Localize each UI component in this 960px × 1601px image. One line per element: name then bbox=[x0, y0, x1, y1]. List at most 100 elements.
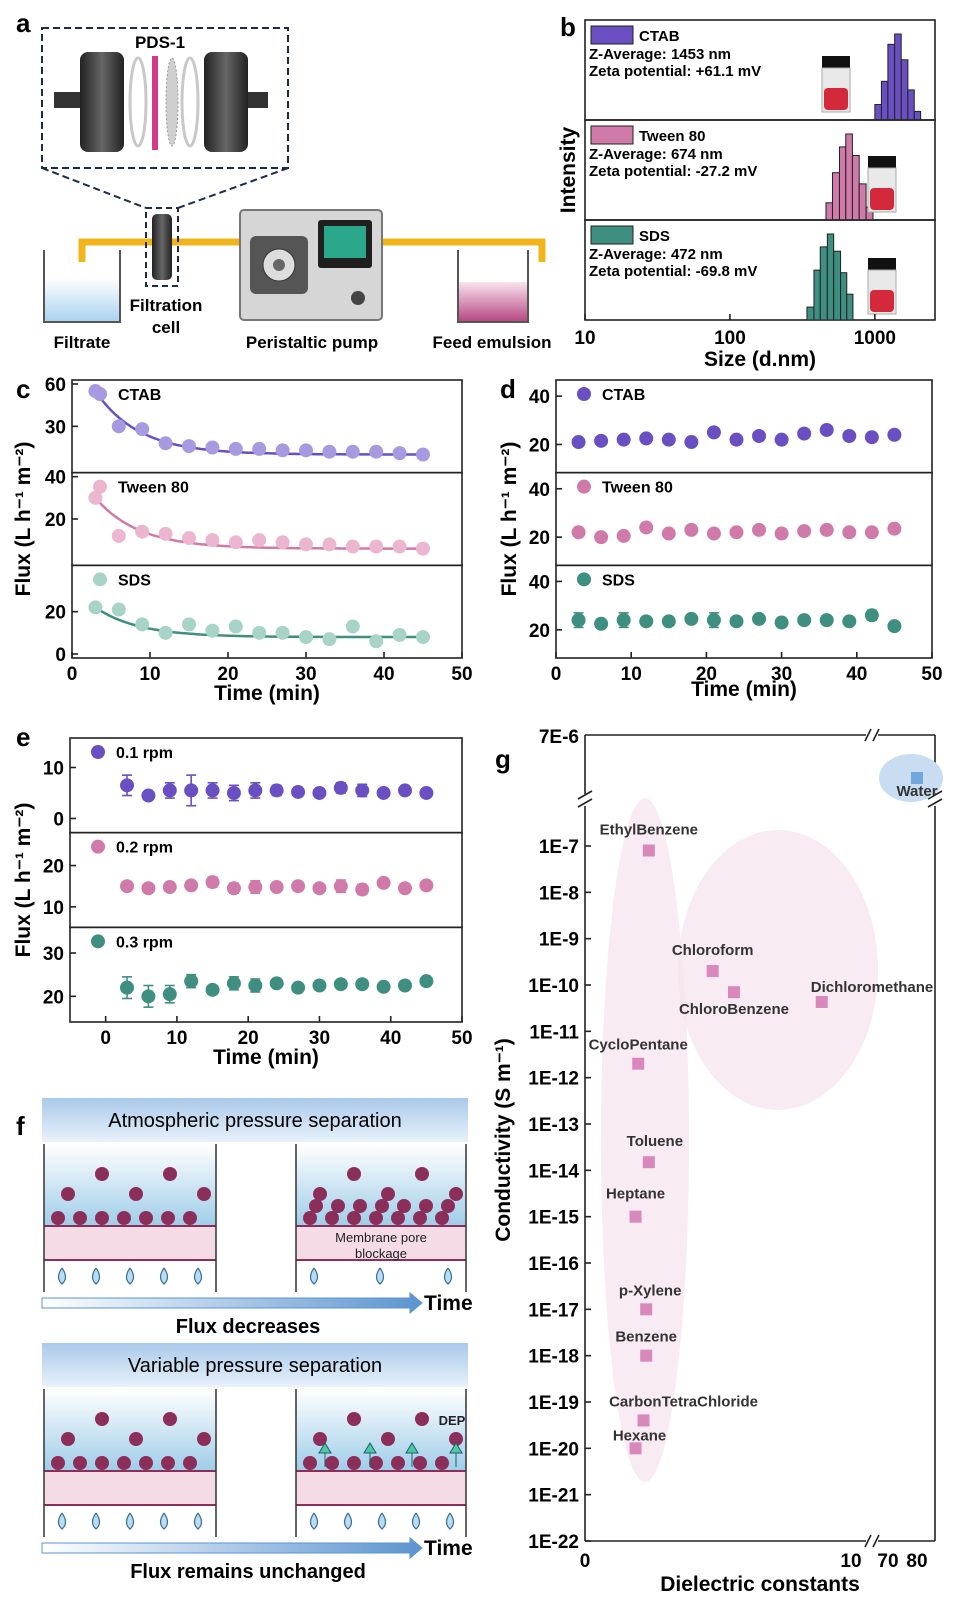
data-point bbox=[135, 422, 150, 437]
oil-droplet bbox=[183, 1211, 197, 1225]
oil-droplet bbox=[61, 1432, 75, 1446]
data-point bbox=[182, 617, 196, 632]
time-arrow bbox=[41, 1291, 423, 1315]
pds-1-membrane bbox=[152, 56, 158, 150]
y-tick-label: 1E-17 bbox=[528, 1300, 579, 1321]
data-point bbox=[416, 541, 430, 556]
point-label: Water bbox=[896, 783, 937, 800]
membrane bbox=[44, 1471, 216, 1505]
oil-droplet bbox=[73, 1456, 87, 1470]
y-tick-label: 20 bbox=[529, 528, 550, 549]
separation-schematic: Atmospheric pressure separation Membrane … bbox=[41, 1098, 473, 1583]
data-point bbox=[184, 783, 199, 798]
x-tick-label: 40 bbox=[846, 664, 867, 685]
y-axis-title: Flux (L h⁻¹ m⁻²) bbox=[12, 442, 35, 597]
zoom-line-left bbox=[41, 167, 147, 209]
data-point bbox=[184, 974, 199, 989]
data-point bbox=[135, 617, 150, 632]
oil-droplet bbox=[183, 1456, 197, 1470]
data-point bbox=[639, 614, 654, 629]
z-average-label: Z-Average: 674 nm bbox=[589, 146, 723, 163]
data-point bbox=[205, 623, 220, 638]
point-label: Toluene bbox=[627, 1133, 683, 1150]
oil-droplet bbox=[95, 1412, 109, 1426]
y-tick-label: 1E-19 bbox=[528, 1393, 579, 1414]
legend-label: Tween 80 bbox=[602, 480, 673, 497]
y-tick-label: 10 bbox=[43, 758, 64, 779]
histogram-bar bbox=[900, 59, 909, 121]
data-point bbox=[369, 444, 384, 459]
data-point bbox=[639, 520, 654, 535]
histogram-bar bbox=[831, 172, 840, 221]
panel-letter-g: g bbox=[495, 744, 511, 774]
x-tick-label: 70 bbox=[877, 1551, 898, 1572]
x-tick-label: 50 bbox=[451, 664, 472, 685]
water-drop bbox=[91, 1512, 101, 1530]
polar-group-region bbox=[678, 830, 878, 1110]
data-point bbox=[345, 619, 360, 634]
x-tick-label: 50 bbox=[451, 1028, 472, 1049]
point-label: Dichloromethane bbox=[811, 979, 934, 996]
oil-droplet bbox=[415, 1167, 429, 1181]
data-point bbox=[269, 976, 284, 991]
filtration-cell-label: Filtration cell bbox=[130, 296, 203, 337]
x-axis-title: Time (min) bbox=[214, 682, 320, 705]
panel-letter-e: e bbox=[16, 722, 30, 752]
data-point bbox=[416, 630, 430, 645]
data-point bbox=[616, 432, 631, 447]
data-point bbox=[729, 614, 744, 629]
legend-marker bbox=[93, 572, 107, 587]
water-drop bbox=[159, 1267, 169, 1285]
data-point bbox=[322, 537, 337, 552]
oil-droplet bbox=[95, 1211, 109, 1225]
data-point bbox=[111, 528, 126, 543]
data-point bbox=[135, 524, 150, 539]
y-axis-title: Conductivity (S m⁻¹) bbox=[492, 1038, 515, 1242]
y-tick-label: 1E-20 bbox=[528, 1439, 579, 1460]
data-point bbox=[162, 987, 177, 1002]
y-tick-label: 1E-8 bbox=[539, 883, 579, 904]
data-point bbox=[684, 435, 699, 450]
data-point bbox=[88, 490, 103, 505]
y-tick-label: 60 bbox=[45, 375, 66, 396]
data-point bbox=[729, 525, 744, 540]
data-point bbox=[141, 881, 156, 896]
data-point bbox=[661, 432, 676, 447]
y-tick-label: 20 bbox=[529, 435, 550, 456]
dep-arrow bbox=[318, 1442, 332, 1467]
oil-droplet bbox=[375, 1199, 389, 1213]
data-point bbox=[369, 634, 384, 649]
point-label: Chloroform bbox=[672, 942, 754, 959]
x-axis-title: Size (d.nm) bbox=[704, 348, 816, 371]
data-point bbox=[291, 879, 306, 894]
histogram-bar bbox=[851, 155, 860, 221]
y-axis-title: Flux (L h⁻¹ m⁻²) bbox=[498, 442, 521, 597]
data-point bbox=[842, 525, 857, 540]
y-tick-label: 30 bbox=[43, 944, 64, 965]
legend-label: CTAB bbox=[602, 387, 645, 404]
data-point bbox=[752, 611, 767, 626]
oil-droplet bbox=[449, 1432, 463, 1446]
vial-emulsion bbox=[824, 88, 848, 110]
data-point bbox=[684, 611, 699, 626]
histogram-bar bbox=[806, 306, 815, 321]
data-point bbox=[205, 783, 220, 798]
subplot-frame bbox=[555, 564, 933, 659]
legend-label: Tween 80 bbox=[118, 480, 189, 497]
dep-arrow bbox=[449, 1442, 463, 1467]
x-tick-label: 30 bbox=[295, 664, 316, 685]
data-point bbox=[640, 1349, 653, 1362]
x-tick-label: 10 bbox=[840, 1551, 861, 1572]
histogram-bar bbox=[826, 233, 835, 321]
data-point bbox=[594, 616, 609, 631]
axis-break-mark bbox=[872, 728, 880, 742]
zoom-line-right bbox=[177, 167, 289, 209]
data-point bbox=[111, 602, 126, 617]
y-tick-label: 10 bbox=[43, 898, 64, 919]
data-point bbox=[887, 427, 902, 442]
axis-break-mark bbox=[927, 790, 943, 800]
data-point bbox=[887, 619, 902, 634]
histogram-bar bbox=[846, 293, 854, 321]
